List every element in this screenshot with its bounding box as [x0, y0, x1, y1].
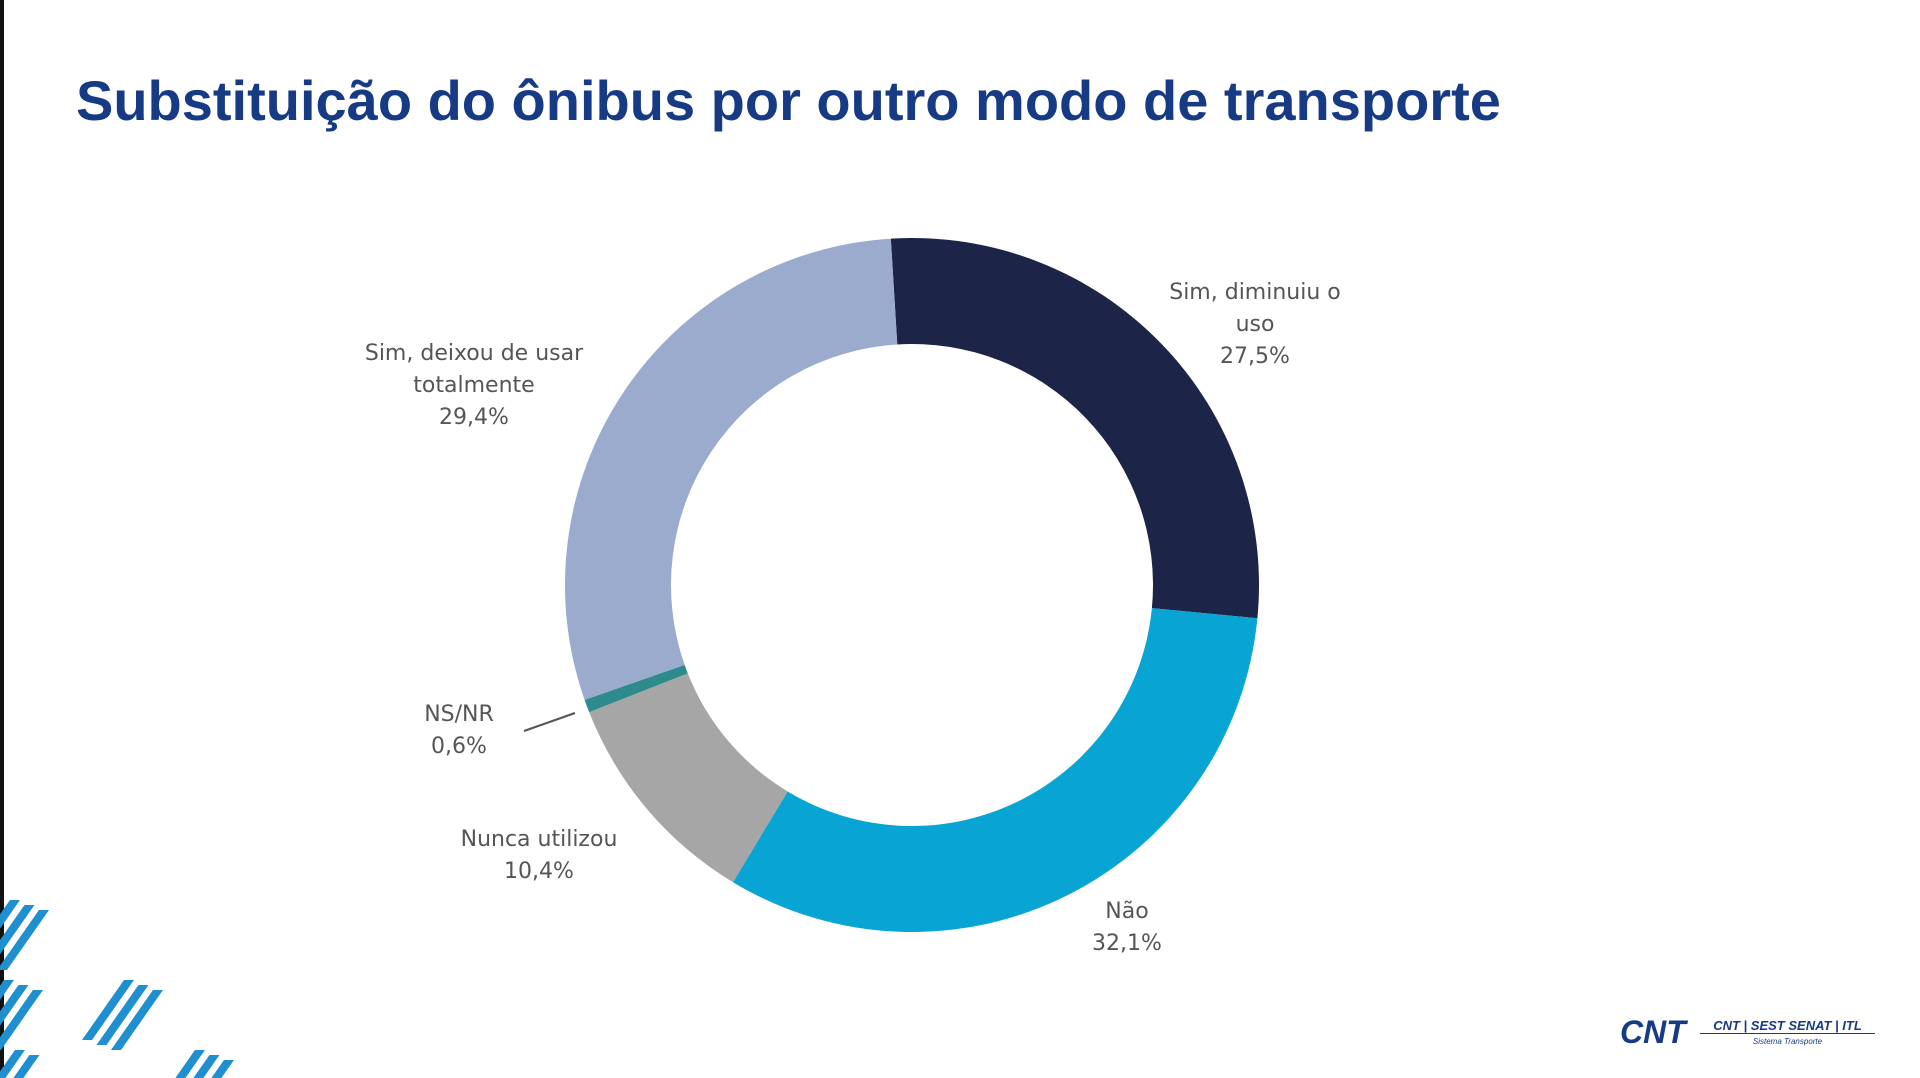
slice-label: Sim, diminuiu o uso 27,5%: [1155, 277, 1355, 373]
value-label: 10,4%: [504, 859, 574, 884]
donut-slice: [589, 673, 788, 883]
logo-brand: CNT: [1620, 1014, 1686, 1050]
slice-label: Nunca utilizou 10,4%: [461, 824, 618, 888]
left-border: [0, 0, 4, 1078]
slice-label: Não 32,1%: [1092, 896, 1162, 960]
category-label: NS/NR: [424, 702, 494, 727]
leader-line: [523, 712, 576, 732]
chart-title: Substituição do ônibus por outro modo de…: [76, 69, 1501, 132]
category-label: Sim, deixou de usar totalmente: [364, 341, 584, 398]
donut-slice: [732, 608, 1258, 932]
category-label: Não: [1105, 899, 1149, 924]
slice-label: NS/NR 0,6%: [424, 699, 494, 763]
donut-slice: [890, 238, 1260, 619]
logo-partners: CNT | SEST SENAT | ITL: [1700, 1018, 1875, 1034]
category-label: Sim, diminuiu o uso: [1169, 280, 1341, 337]
logo-tagline: Sistema Transporte: [1752, 1037, 1823, 1046]
slice-label: Sim, deixou de usar totalmente 29,4%: [329, 338, 619, 434]
donut-slice: [584, 664, 688, 713]
donut-slice: [564, 238, 898, 700]
category-label: Nunca utilizou: [460, 827, 618, 852]
value-label: 29,4%: [439, 405, 509, 430]
value-label: 27,5%: [1220, 344, 1290, 369]
value-label: 32,1%: [1092, 931, 1162, 956]
decor-pattern: [0, 900, 234, 1078]
value-label: 0,6%: [431, 734, 487, 759]
